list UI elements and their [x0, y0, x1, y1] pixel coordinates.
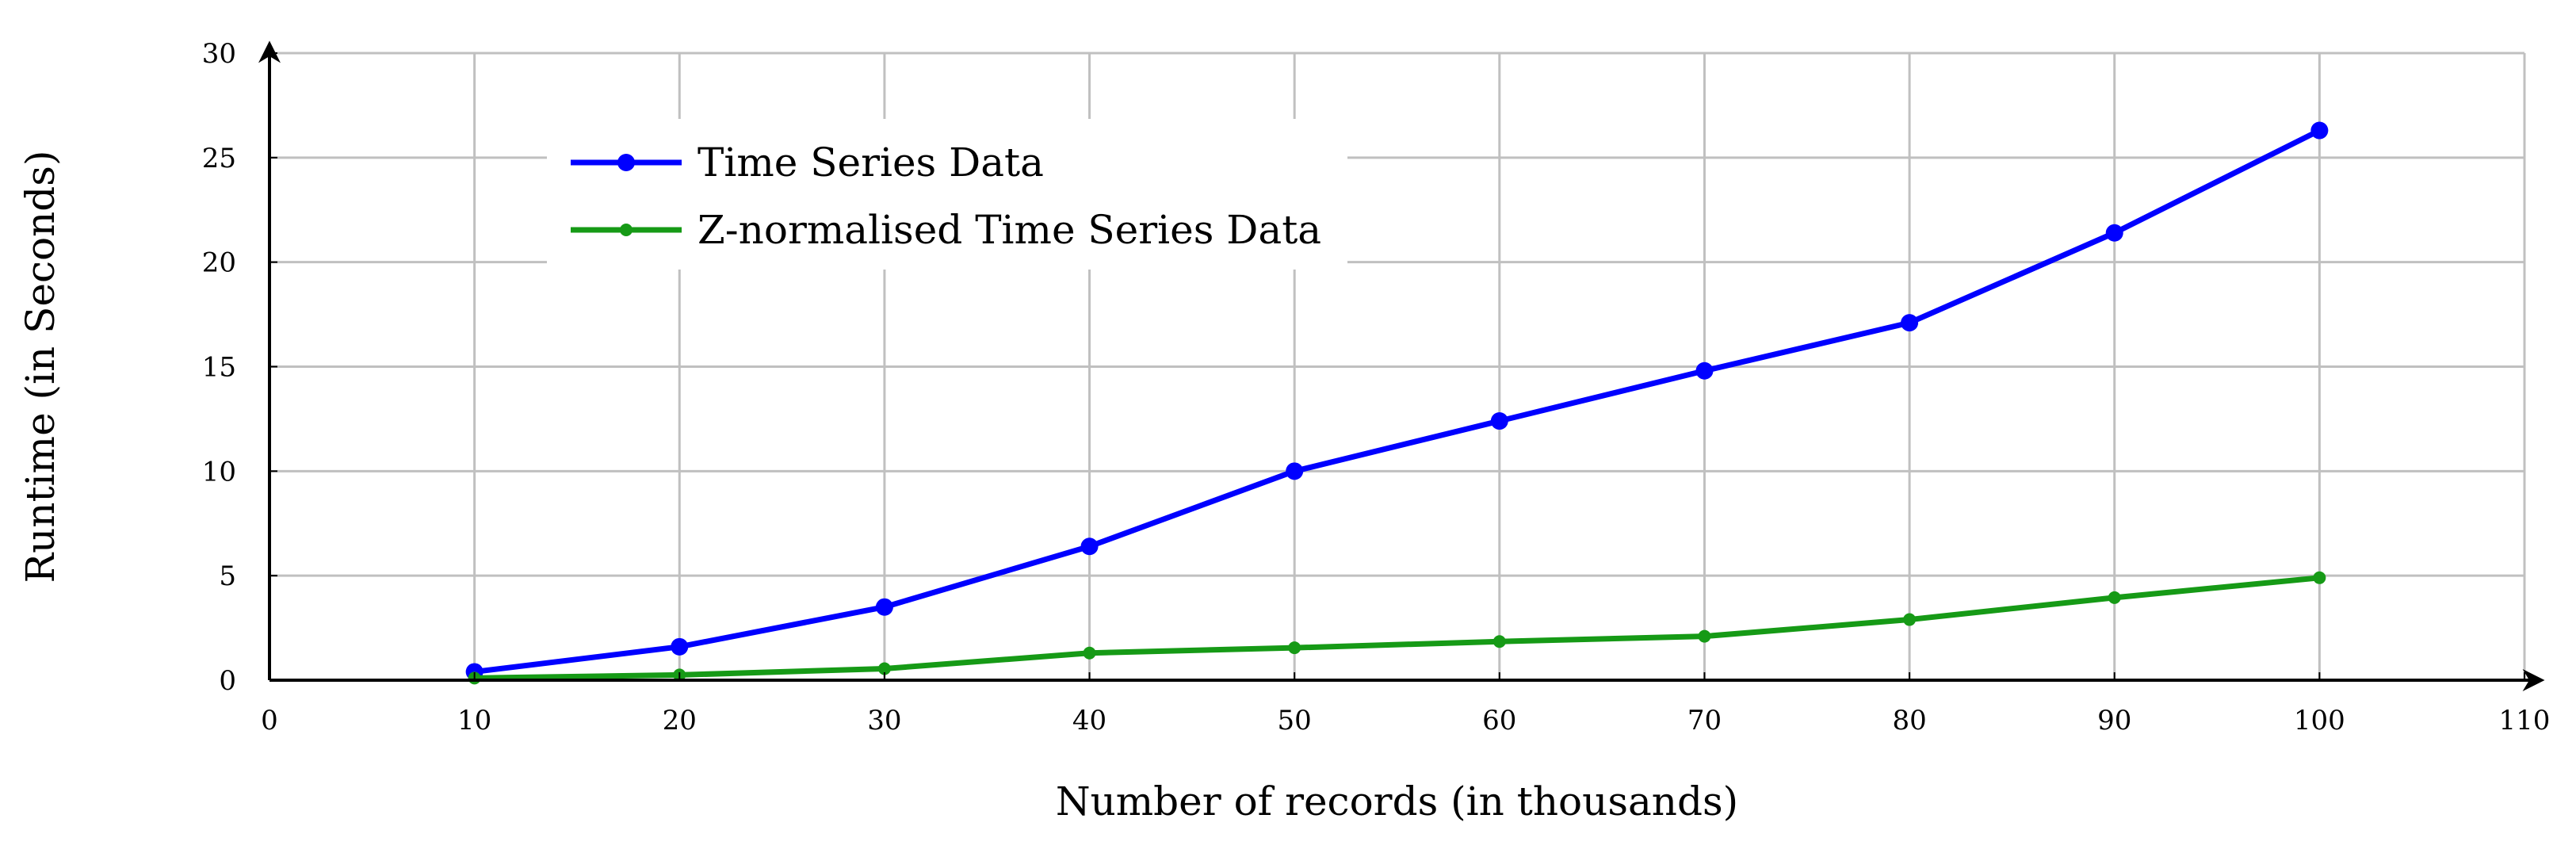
legend-items: Time Series Data Z-normalised Time Series… — [571, 140, 1321, 253]
series-2 — [468, 571, 2326, 685]
x-tick-label: 90 — [2097, 705, 2131, 736]
axes — [258, 40, 2545, 691]
tick-labels: 0 10 20 30 40 50 60 70 80 90 100 110 0 5 10 15 20 25 30 — [202, 38, 2551, 736]
x-tick-label: 50 — [1278, 705, 1312, 736]
data-point — [875, 598, 893, 616]
data-point — [1903, 613, 1917, 626]
legend-background — [547, 119, 1347, 270]
y-tick-label: 25 — [202, 143, 236, 174]
data-point — [1695, 361, 1714, 380]
legend: Time Series Data Z-normalised Time Series… — [547, 119, 1347, 270]
legend-swatch-marker — [617, 154, 635, 171]
data-point — [1492, 635, 1506, 648]
data-point — [1901, 314, 1919, 332]
legend-swatch-marker — [620, 224, 633, 236]
data-point — [1698, 629, 1711, 643]
x-tick-label: 40 — [1072, 705, 1106, 736]
data-point — [1080, 537, 1099, 556]
series-line — [474, 128, 2321, 675]
data-point — [1288, 641, 1301, 655]
y-tick-label: 15 — [202, 352, 236, 384]
x-tick-label: 70 — [1687, 705, 1722, 736]
x-axis-title: Number of records (in thousands) — [1056, 778, 1738, 824]
legend-item: Time Series Data — [571, 140, 1044, 186]
data-point — [2105, 224, 2123, 242]
data-point — [2310, 121, 2329, 140]
series-layer — [465, 121, 2329, 685]
y-tick-label: 20 — [202, 247, 236, 279]
data-point — [1286, 462, 1304, 480]
x-tick-label: 80 — [1892, 705, 1926, 736]
y-tick-label: 10 — [202, 456, 236, 488]
legend-label: Z-normalised Time Series Data — [698, 207, 1321, 253]
data-point — [1083, 646, 1096, 660]
y-axis-title: Runtime (in Seconds) — [17, 151, 63, 583]
x-tick-label: 0 — [261, 705, 278, 736]
legend-label: Time Series Data — [698, 140, 1044, 186]
grid — [269, 52, 2526, 680]
data-point — [2108, 591, 2121, 604]
y-tick-label: 5 — [219, 560, 236, 592]
x-tick-label: 60 — [1482, 705, 1516, 736]
data-point — [671, 637, 689, 656]
x-tick-label: 100 — [2294, 705, 2345, 736]
legend-item: Z-normalised Time Series Data — [571, 207, 1321, 253]
data-point — [2313, 571, 2326, 584]
x-tick-label: 10 — [457, 705, 491, 736]
data-point — [877, 662, 891, 675]
x-tick-label: 20 — [663, 705, 697, 736]
y-tick-label: 30 — [202, 38, 236, 70]
series-1 — [465, 121, 2329, 681]
x-tick-label: 110 — [2499, 705, 2551, 736]
data-point — [1490, 412, 1508, 430]
y-tick-label: 0 — [219, 665, 236, 697]
x-tick-label: 30 — [867, 705, 901, 736]
series-line — [474, 575, 2320, 681]
